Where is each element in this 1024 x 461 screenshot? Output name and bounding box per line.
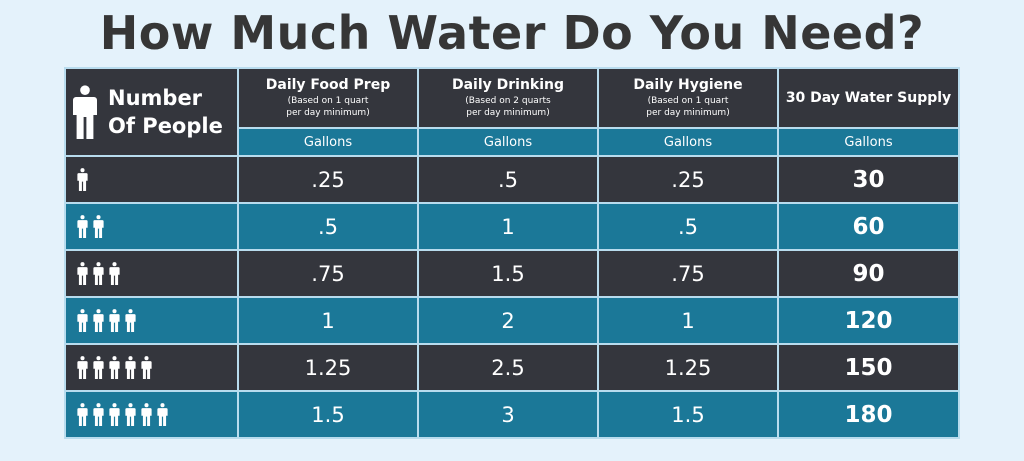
hygiene-cell: 1 (597, 296, 779, 345)
person-icon (108, 356, 121, 379)
unit-label: Gallons (597, 127, 779, 157)
food-prep-cell: 1.5 (237, 390, 419, 439)
food-prep-cell: 1 (237, 296, 419, 345)
hygiene-cell: .75 (597, 249, 779, 298)
supply-cell: 30 (777, 155, 960, 204)
person-icon (92, 403, 105, 426)
person-icon (92, 215, 105, 238)
person-icon (76, 403, 89, 426)
person-icon (92, 262, 105, 285)
food-prep-cell: .75 (237, 249, 419, 298)
drinking-cell: 3 (417, 390, 599, 439)
drinking-cell: 2 (417, 296, 599, 345)
person-icon (76, 309, 89, 332)
col-header-food-prep: Daily Food Prep (Based on 1 quart per day … (237, 67, 419, 129)
people-count-cell (64, 155, 239, 204)
page-title: How Much Water Do You Need? (99, 6, 925, 60)
people-count-cell (64, 296, 239, 345)
table-row: .75 1.5.75 90 (64, 249, 960, 298)
drinking-cell: 1.5 (417, 249, 599, 298)
unit-label: Gallons (417, 127, 599, 157)
corner-line2: Of People (108, 114, 223, 138)
person-icon (76, 262, 89, 285)
unit-label: Gallons (777, 127, 960, 157)
supply-cell: 150 (777, 343, 960, 392)
corner-line1: Number (108, 86, 203, 110)
drinking-cell: .5 (417, 155, 599, 204)
unit-label: Gallons (237, 127, 419, 157)
person-icon (72, 85, 98, 139)
supply-cell: 180 (777, 390, 960, 439)
col-header-drinking: Daily Drinking (Based on 2 quarts per day … (417, 67, 599, 129)
number-of-people-header: Number Of People (64, 67, 239, 157)
col-header-hygiene: Daily Hygiene (Based on 1 quart per day mi… (597, 67, 779, 129)
col-header-supply: 30 Day Water Supply (777, 67, 960, 129)
person-icon (140, 403, 153, 426)
people-count-cell (64, 390, 239, 439)
person-icon (124, 309, 137, 332)
person-icon (108, 309, 121, 332)
person-icon (76, 356, 89, 379)
person-icon (76, 168, 89, 191)
people-count-cell (64, 343, 239, 392)
people-count-cell (64, 249, 239, 298)
hygiene-cell: .5 (597, 202, 779, 251)
supply-cell: 90 (777, 249, 960, 298)
hygiene-cell: 1.5 (597, 390, 779, 439)
food-prep-cell: .25 (237, 155, 419, 204)
water-table: Number Of People Daily Food Prep (Based o… (64, 67, 960, 439)
hygiene-cell: 1.25 (597, 343, 779, 392)
table-row: 1.25 2.5 1.25 150 (64, 343, 960, 392)
person-icon (156, 403, 169, 426)
table-row: 1 2 1 120 (64, 296, 960, 345)
person-icon (108, 262, 121, 285)
supply-cell: 60 (777, 202, 960, 251)
person-icon (76, 215, 89, 238)
hygiene-cell: .25 (597, 155, 779, 204)
person-icon (108, 403, 121, 426)
supply-cell: 120 (777, 296, 960, 345)
table-row: .25.5.25 30 (64, 155, 960, 204)
person-icon (124, 356, 137, 379)
drinking-cell: 2.5 (417, 343, 599, 392)
table-row: .5 1.5 60 (64, 202, 960, 251)
food-prep-cell: 1.25 (237, 343, 419, 392)
person-icon (140, 356, 153, 379)
person-icon (92, 356, 105, 379)
person-icon (92, 309, 105, 332)
table-row: 1.5 3 1.5 180 (64, 390, 960, 439)
person-icon (124, 403, 137, 426)
food-prep-cell: .5 (237, 202, 419, 251)
drinking-cell: 1 (417, 202, 599, 251)
people-count-cell (64, 202, 239, 251)
